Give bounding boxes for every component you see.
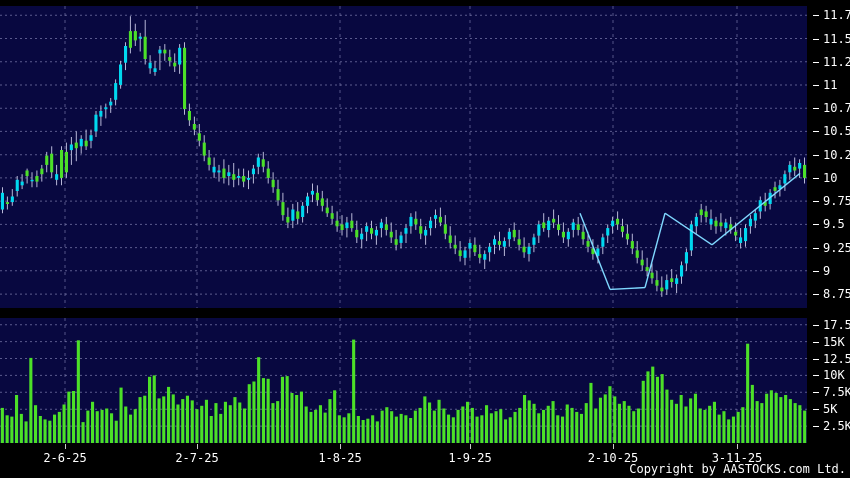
volume-axis: 2.5K 5K 7.5K 10K 12.5K 15K 17.5K <box>807 0 850 478</box>
x-axis-date-label: 1-8-25 <box>318 451 362 465</box>
volume-axis-tick-mark <box>813 341 819 343</box>
volume-axis-tick-label: 2.5K <box>823 419 850 434</box>
price-axis-tick-mark <box>813 131 819 133</box>
price-axis-tick-mark <box>813 294 819 296</box>
price-axis-tick-label: 10.75 <box>823 101 850 116</box>
volume-axis-tick-mark <box>813 409 819 411</box>
volume-axis-tick-mark <box>813 375 819 377</box>
volume-axis-tick-label: 5K <box>823 402 838 417</box>
price-axis-tick-mark <box>813 224 819 226</box>
price-axis-tick-label: 11 <box>823 78 838 92</box>
price-axis-tick-label: 8.75 <box>823 287 850 302</box>
price-axis-tick-mark <box>813 61 819 63</box>
x-axis-date-label: 2-7-25 <box>175 451 219 465</box>
price-axis-tick-label: 10.5 <box>823 124 850 139</box>
price-axis-tick-mark <box>813 177 819 179</box>
volume-axis-tick-mark <box>813 324 819 326</box>
price-axis-tick-label: 9.5 <box>823 217 845 232</box>
price-axis: 8.75 9 9.25 9.5 9.75 10 10.25 10.5 10.75 11 11.25 1… <box>807 0 850 478</box>
volume-axis-tick-label: 12.5K <box>823 351 850 366</box>
price-axis-tick-label: 11.25 <box>823 54 850 69</box>
volume-plot <box>0 318 807 443</box>
volume-axis-tick-mark <box>813 426 819 428</box>
x-axis-tick-mark <box>737 444 738 449</box>
price-axis-tick-label: 11.5 <box>823 31 850 46</box>
price-axis-tick-mark <box>813 270 819 272</box>
x-axis-tick-mark <box>65 444 66 449</box>
volume-axis-tick-label: 7.5K <box>823 385 850 400</box>
volume-axis-tick-label: 15K <box>823 334 845 349</box>
copyright-label: Copyright by AASTOCKS.com Ltd. <box>629 462 846 476</box>
x-axis-date-label: 2-6-25 <box>43 451 87 465</box>
volume-axis-tick-label: 17.5K <box>823 317 850 332</box>
x-axis-date-label: 2-10-25 <box>587 451 639 465</box>
price-axis-tick-mark <box>813 15 819 17</box>
price-plot <box>0 6 807 308</box>
x-axis-date-label: 3-11-25 <box>711 451 763 465</box>
price-axis-tick-mark <box>813 38 819 40</box>
volume-axis-tick-mark <box>813 392 819 394</box>
price-axis-tick-label: 10.25 <box>823 147 850 162</box>
x-axis-tick-mark <box>340 444 341 449</box>
x-axis-tick-mark <box>613 444 614 449</box>
price-panel[interactable] <box>0 6 807 308</box>
x-axis-tick-mark <box>197 444 198 449</box>
price-axis-tick-mark <box>813 154 819 156</box>
price-axis-tick-label: 10 <box>823 170 838 185</box>
price-axis-tick-label: 9.25 <box>823 240 850 255</box>
x-axis-band <box>0 443 807 478</box>
x-axis-tick-mark <box>470 444 471 449</box>
price-axis-tick-label: 9.75 <box>823 194 850 209</box>
volume-axis-tick-mark <box>813 358 819 360</box>
price-axis-tick-mark <box>813 201 819 203</box>
price-axis-tick-label: 11.75 <box>823 8 850 23</box>
x-axis-date-label: 1-9-25 <box>448 451 492 465</box>
price-axis-tick-label: 9 <box>823 263 831 278</box>
volume-axis-tick-label: 10K <box>823 368 845 383</box>
price-axis-tick-mark <box>813 108 819 110</box>
volume-panel[interactable] <box>0 318 807 443</box>
price-axis-tick-mark <box>813 247 819 249</box>
price-axis-tick-mark <box>813 85 819 86</box>
